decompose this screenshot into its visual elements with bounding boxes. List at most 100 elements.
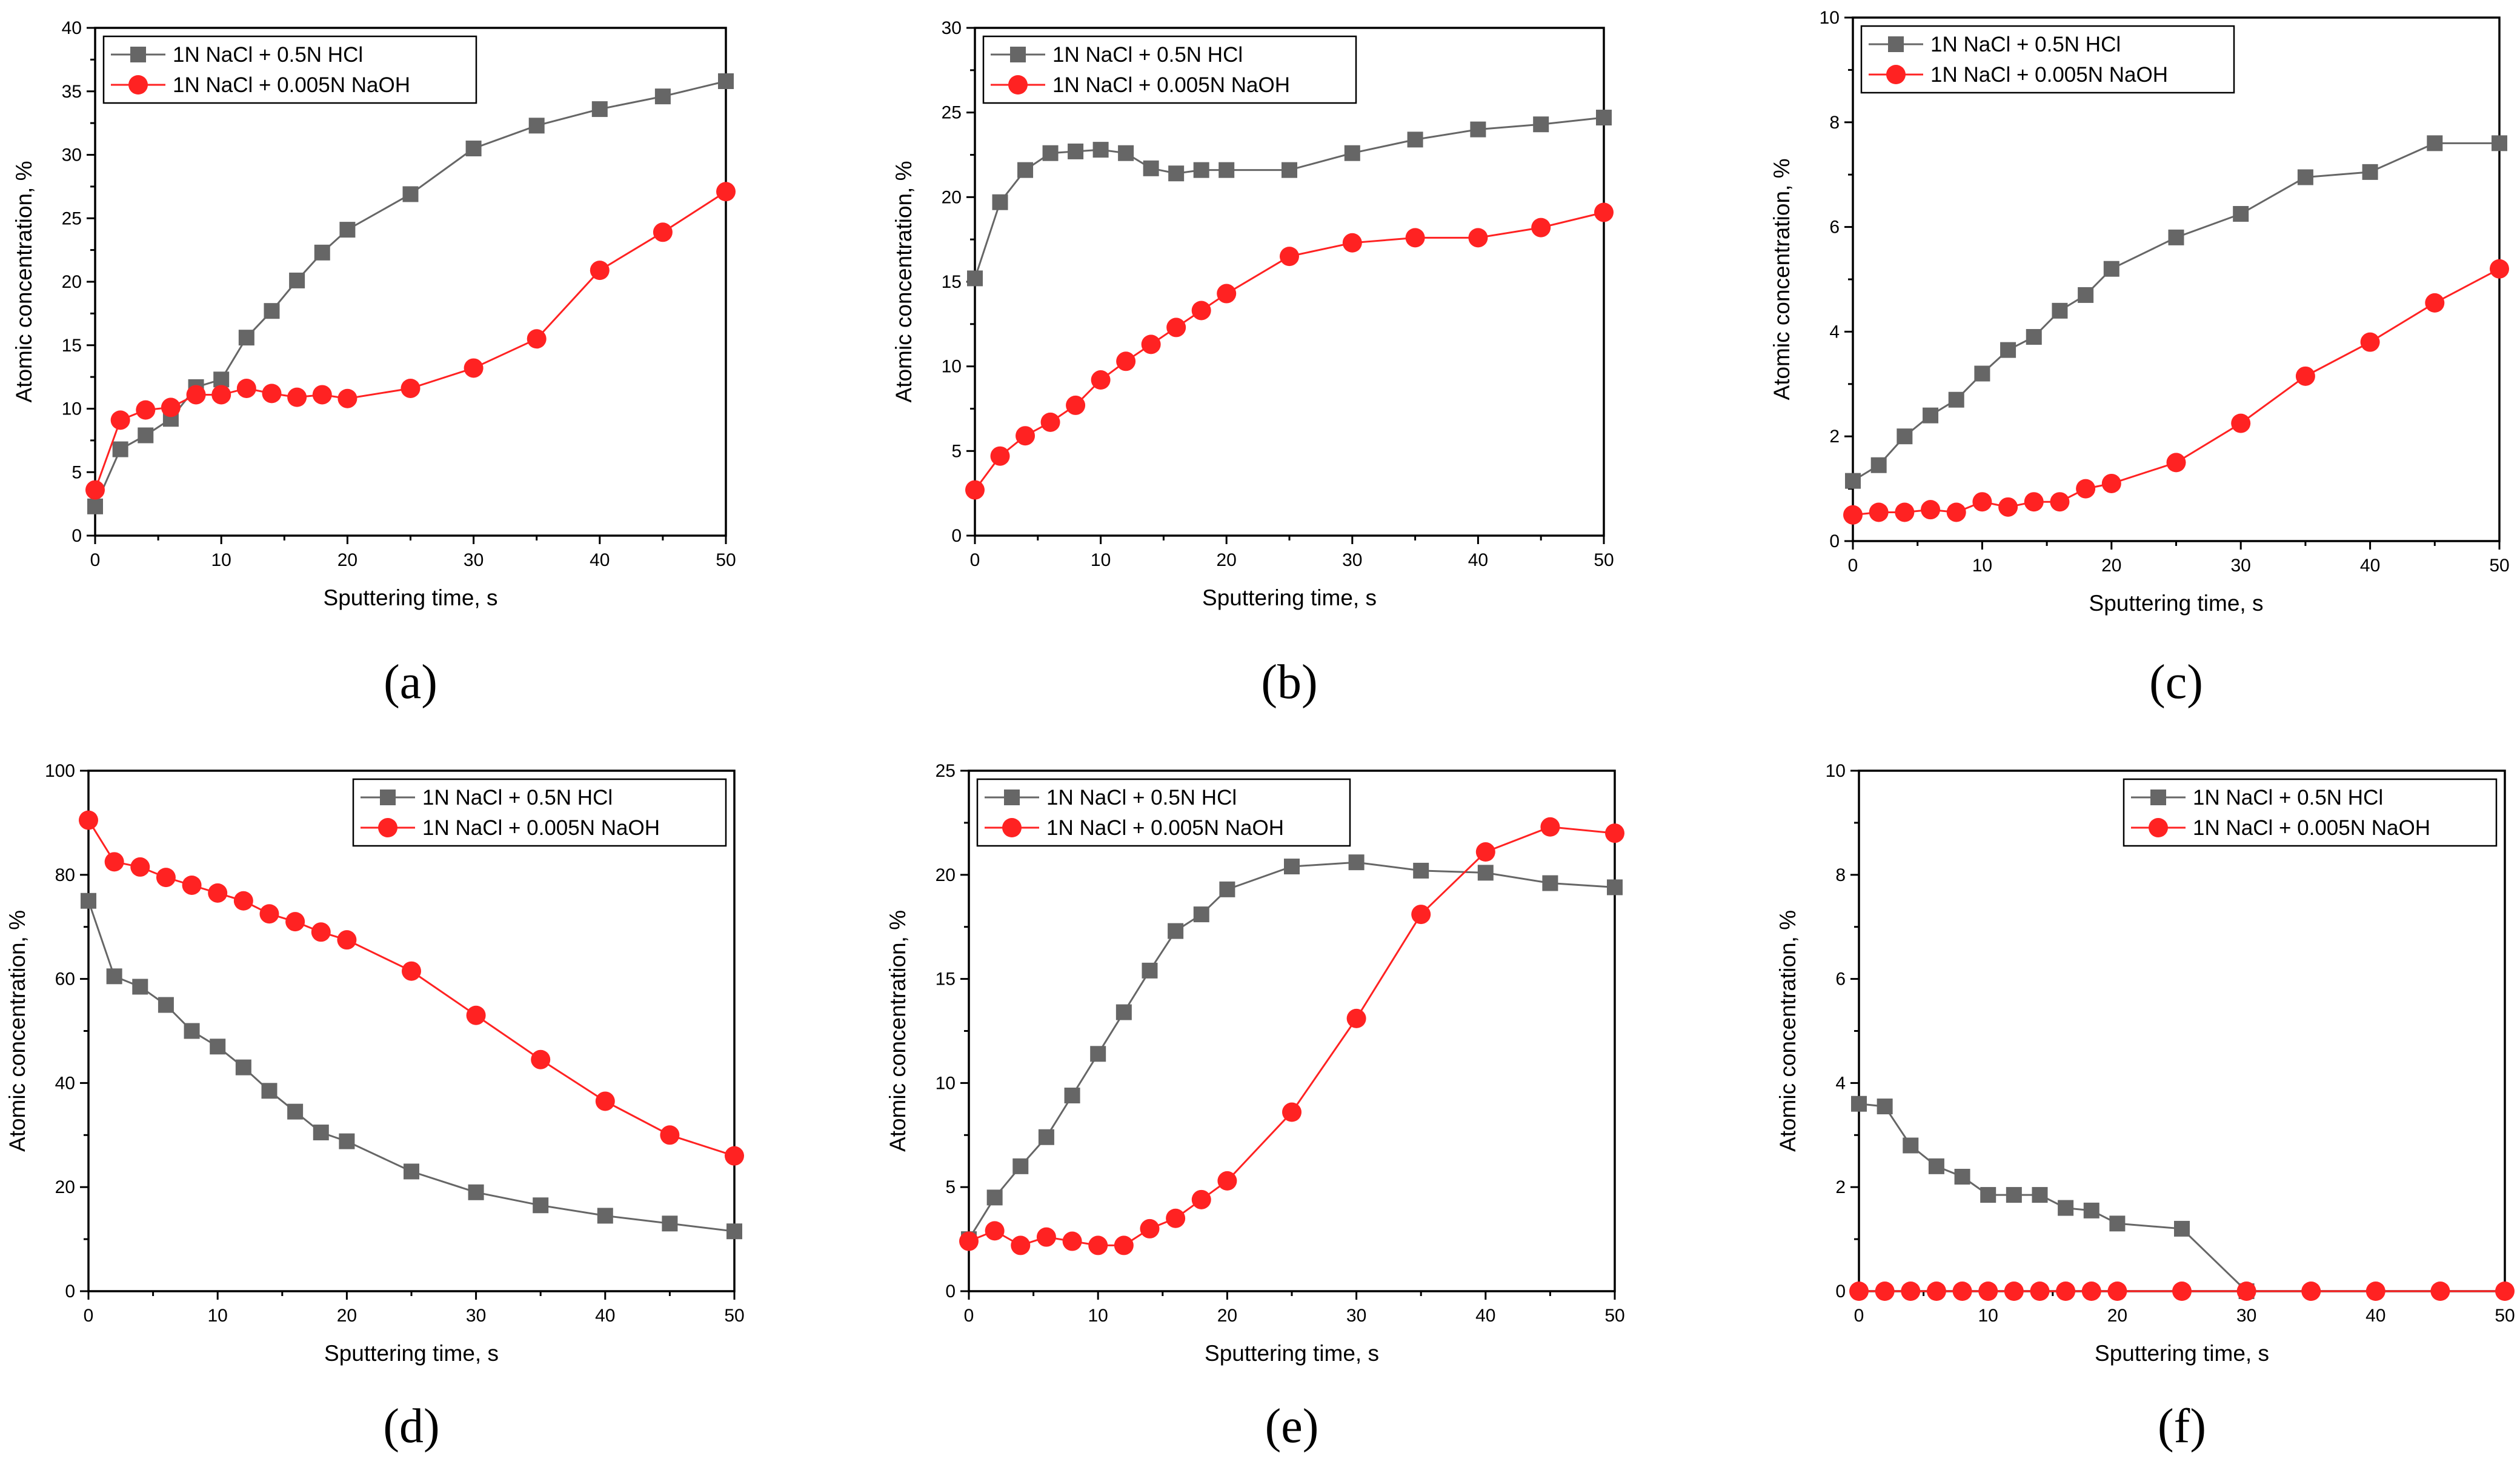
data-point — [1219, 881, 1235, 897]
data-point — [1477, 865, 1494, 881]
data-point — [285, 912, 305, 932]
legend-marker — [1002, 818, 1022, 837]
legend-box — [982, 35, 1357, 104]
data-point — [1166, 1208, 1186, 1228]
y-tick-label: 40 — [62, 18, 82, 38]
chart-panel-f: 0 10 20 30 40 50 0 2 4 6 8 10 Sputtering time, s Atom… — [1775, 761, 2515, 1453]
data-point — [1348, 854, 1365, 871]
y-axis-label: Atomic concentration, % — [1775, 910, 1800, 1152]
data-point — [1282, 162, 1297, 178]
data-point — [1166, 317, 1186, 337]
data-point — [1411, 905, 1431, 925]
data-point — [261, 1083, 278, 1099]
x-tick-label: 50 — [1604, 1306, 1624, 1326]
data-point — [287, 387, 307, 407]
data-point — [1972, 492, 1992, 512]
data-point — [158, 997, 174, 1013]
data-point — [211, 385, 231, 405]
legend-marker — [2149, 818, 2168, 837]
y-tick-label: 35 — [62, 82, 82, 102]
legend-label: 1N NaCl + 0.5N HCl — [2193, 786, 2383, 809]
x-tick-label: 40 — [2365, 1306, 2385, 1326]
x-tick-label: 40 — [590, 550, 610, 570]
series-naoh — [85, 182, 736, 500]
data-point — [1140, 1218, 1160, 1238]
y-tick-label: 80 — [55, 865, 75, 885]
y-tick-label: 100 — [45, 761, 75, 781]
data-point — [725, 1146, 744, 1166]
y-tick-label: 25 — [942, 103, 962, 123]
data-point — [1168, 923, 1184, 939]
data-point — [81, 893, 96, 909]
data-point — [992, 194, 1008, 210]
x-tick-label: 30 — [1342, 550, 1362, 570]
data-point — [1895, 502, 1915, 522]
data-point — [2172, 1282, 2192, 1301]
plot-frame — [968, 770, 1616, 1292]
series-hcl — [1845, 135, 2507, 489]
data-point — [1191, 1189, 1211, 1209]
data-point — [1193, 906, 1209, 923]
data-point — [1978, 1282, 1998, 1301]
data-point — [402, 961, 421, 981]
data-point — [1946, 502, 1966, 522]
legend-label: 1N NaCl + 0.5N HCl — [422, 786, 613, 809]
y-tick-label: 25 — [62, 208, 82, 228]
data-point — [1413, 862, 1429, 879]
data-point — [1284, 859, 1300, 875]
data-point — [1926, 1282, 1946, 1301]
data-point — [533, 1197, 549, 1214]
data-point — [1062, 1231, 1082, 1251]
data-point — [464, 358, 484, 378]
series-line — [94, 191, 726, 491]
data-point — [959, 1231, 979, 1251]
data-point — [1974, 365, 1990, 382]
data-point — [1142, 962, 1158, 979]
data-point — [238, 330, 254, 346]
series-hcl — [1851, 1095, 2255, 1299]
legend-label: 1N NaCl + 0.005N NaOH — [1046, 816, 1284, 840]
data-point — [2109, 1215, 2126, 1232]
series-line — [1858, 1103, 2247, 1292]
x-tick-label: 20 — [1217, 1306, 1237, 1326]
data-point — [1875, 1282, 1895, 1301]
legend: 1N NaCl + 0.5N HCl 1N NaCl + 0.005N NaOH — [102, 35, 477, 104]
x-tick-label: 40 — [1475, 1306, 1495, 1326]
legend-marker — [128, 75, 148, 95]
panel-label: (b) — [1261, 656, 1317, 709]
data-point — [967, 270, 983, 287]
data-point — [2495, 1282, 2515, 1301]
series-line — [87, 819, 735, 1157]
y-axis-label: Atomic concentration, % — [12, 161, 36, 403]
legend-box — [102, 35, 477, 104]
data-point — [2233, 206, 2249, 222]
panel-label: (c) — [2149, 656, 2203, 709]
series-naoh — [1843, 259, 2509, 525]
data-point — [716, 182, 736, 202]
data-point — [1168, 165, 1185, 182]
legend: 1N NaCl + 0.5N HCl 1N NaCl + 0.005N NaOH — [2123, 778, 2498, 847]
plot-frame — [94, 27, 727, 537]
y-tick-label: 20 — [62, 272, 82, 292]
data-point — [130, 857, 150, 877]
data-point — [1849, 1282, 1869, 1301]
y-tick-label: 6 — [1829, 218, 1840, 238]
x-tick-label: 10 — [208, 1306, 228, 1326]
y-tick-label: 10 — [1820, 8, 1840, 28]
x-axis-label: Sputtering time, s — [2089, 591, 2264, 616]
legend: 1N NaCl + 0.5N HCl 1N NaCl + 0.005N NaOH — [976, 778, 1351, 847]
series-line — [1852, 142, 2499, 482]
data-point — [660, 1125, 680, 1145]
chart-panel-e: 0 10 20 30 40 50 0 5 10 15 20 25 Sputtering time, s A… — [885, 761, 1625, 1453]
y-tick-label: 10 — [936, 1073, 956, 1093]
legend-marker — [1004, 790, 1020, 805]
data-point — [1851, 1095, 1867, 1112]
data-point — [2032, 1187, 2048, 1203]
data-point — [1011, 1235, 1031, 1255]
series-naoh — [1849, 1282, 2515, 1301]
y-tick-label: 2 — [1835, 1177, 1846, 1197]
data-point — [402, 186, 419, 202]
y-tick-label: 10 — [62, 399, 82, 419]
data-point — [1596, 110, 1612, 126]
